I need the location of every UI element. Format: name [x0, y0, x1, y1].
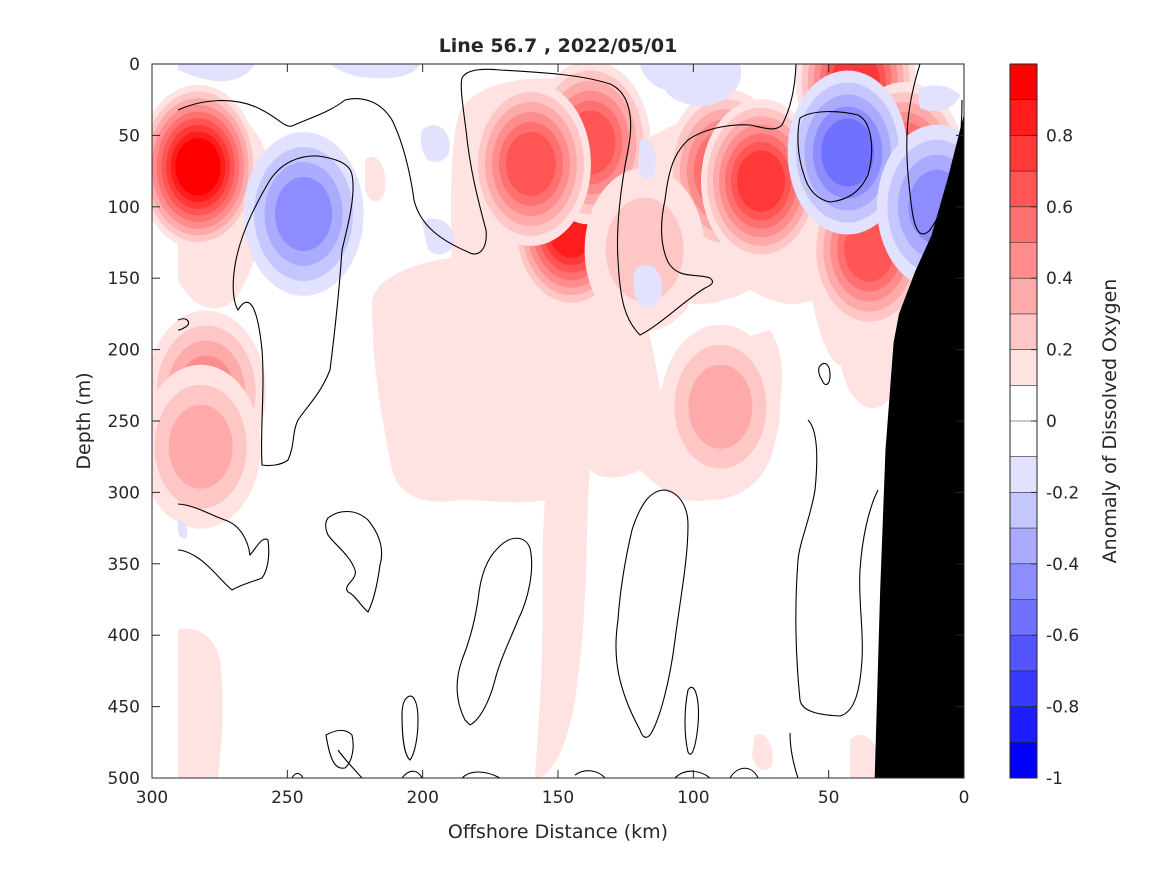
- colorbar: [1010, 63, 1037, 779]
- y-tick-label: 350: [108, 555, 140, 575]
- colorbar-segment: [1010, 242, 1037, 279]
- contour-line: [177, 64, 797, 336]
- y-tick-label: 450: [108, 698, 140, 718]
- anomaly-level-patch: [505, 131, 556, 196]
- colorbar-ticks: 0.8 0.6 0.4 0.2 0 -0.2 -0.4 -0.6 -0.8 -1: [1031, 126, 1079, 789]
- bathymetry-seafloor: [874, 114, 964, 778]
- colorbar-segment: [1010, 528, 1037, 565]
- contour-line: [325, 510, 383, 613]
- contour-line: [456, 537, 533, 726]
- anomaly-level-patch: [168, 404, 233, 489]
- faint-negative-region: [330, 64, 420, 79]
- faint-negative-region: [422, 218, 455, 255]
- colorbar-tick-label: 0.4: [1046, 269, 1073, 289]
- contour-line: [291, 732, 799, 778]
- x-tick-label: 0: [959, 788, 970, 808]
- faint-negative-region: [640, 64, 742, 106]
- colorbar-segment: [1010, 349, 1037, 386]
- colorbar-tick-label: -0.6: [1046, 626, 1079, 646]
- x-axis-label: Offshore Distance (km): [448, 821, 668, 843]
- faint-negative-region: [178, 64, 255, 82]
- colorbar-tick-label: 0.8: [1046, 126, 1073, 146]
- colorbar-tick-label: 0.6: [1046, 198, 1073, 218]
- contour-line: [232, 155, 354, 467]
- anomaly-level-patch: [688, 364, 753, 449]
- colorbar-segment: [1010, 492, 1037, 529]
- faint-negative-region: [638, 139, 656, 180]
- y-tick-label: 500: [108, 769, 140, 789]
- y-tick-label: 0: [129, 55, 140, 75]
- contour-line: [401, 695, 419, 761]
- colorbar-tick-label: -0.4: [1046, 555, 1079, 575]
- faint-positive-region: [178, 628, 223, 778]
- colorbar-segment: [1010, 135, 1037, 172]
- contour-line: [177, 503, 270, 591]
- anomaly-level-patch: [821, 118, 875, 187]
- anomaly-level-patch: [275, 176, 333, 251]
- colorbar-tick-label: -0.2: [1046, 483, 1079, 503]
- colorbar-segment: [1010, 385, 1037, 422]
- anomaly-field: [152, 64, 964, 778]
- x-axis-ticks: 300 250 200 150 100 50 0: [136, 64, 970, 808]
- colorbar-label: Anomaly of Dissolved Oxygen: [1099, 279, 1121, 564]
- colorbar-segment: [1010, 171, 1037, 208]
- x-tick-label: 50: [818, 788, 840, 808]
- colorbar-tick-label: 0: [1046, 412, 1057, 432]
- colorbar-segment: [1010, 456, 1037, 493]
- colorbar-tick-label: -0.8: [1046, 698, 1079, 718]
- colorbar-segment: [1010, 742, 1037, 779]
- contour-line: [325, 729, 363, 778]
- contour-line: [797, 111, 873, 203]
- colorbar-segment: [1010, 599, 1037, 636]
- colorbar-segment: [1010, 421, 1037, 458]
- colorbar-segment: [1010, 206, 1037, 243]
- x-tick-label: 250: [271, 788, 303, 808]
- y-tick-label: 250: [108, 412, 140, 432]
- colorbar-segment: [1010, 706, 1037, 743]
- x-tick-label: 100: [677, 788, 709, 808]
- colorbar-segment: [1010, 670, 1037, 707]
- zero-contour-lines: [177, 64, 963, 778]
- colorbar-segment: [1010, 99, 1037, 136]
- x-tick-label: 150: [542, 788, 574, 808]
- faint-positive-region: [365, 156, 386, 202]
- anomaly-blobs: [152, 64, 964, 529]
- anomaly-level-patch: [605, 197, 684, 302]
- faint-negative-region: [420, 125, 450, 162]
- colorbar-segment: [1010, 563, 1037, 600]
- contour-line: [818, 362, 831, 386]
- y-tick-label: 300: [108, 483, 140, 503]
- contour-line: [177, 318, 189, 331]
- colorbar-tick-label: 0.2: [1046, 341, 1073, 361]
- faint-positive-region: [752, 734, 773, 771]
- colorbar-tick-label: -1: [1046, 769, 1063, 789]
- contour-line: [795, 419, 879, 717]
- chart-title: Line 56.7 , 2022/05/01: [439, 35, 678, 57]
- colorbar-segment: [1010, 278, 1037, 315]
- y-tick-label: 200: [108, 341, 140, 361]
- y-axis-label: Depth (m): [73, 372, 95, 469]
- contour-line: [684, 687, 699, 755]
- anomaly-level-patch: [737, 150, 785, 212]
- y-tick-label: 400: [108, 626, 140, 646]
- anomaly-level-patch: [175, 138, 221, 196]
- y-tick-label: 50: [118, 126, 140, 146]
- faint-negative-region: [178, 520, 188, 539]
- colorbar-segment: [1010, 635, 1037, 672]
- colorbar-segment: [1010, 313, 1037, 350]
- faint-negative-region: [918, 85, 960, 112]
- x-tick-label: 300: [136, 788, 168, 808]
- faint-negative-region: [633, 265, 662, 308]
- y-tick-label: 150: [108, 269, 140, 289]
- y-axis-ticks: 0 50 100 150 200 250 300 350 400 450 500: [108, 55, 964, 789]
- x-tick-label: 200: [406, 788, 438, 808]
- y-tick-label: 100: [108, 198, 140, 218]
- faint-positive-region: [850, 735, 880, 778]
- contour-line: [615, 489, 689, 738]
- colorbar-segment: [1010, 64, 1037, 101]
